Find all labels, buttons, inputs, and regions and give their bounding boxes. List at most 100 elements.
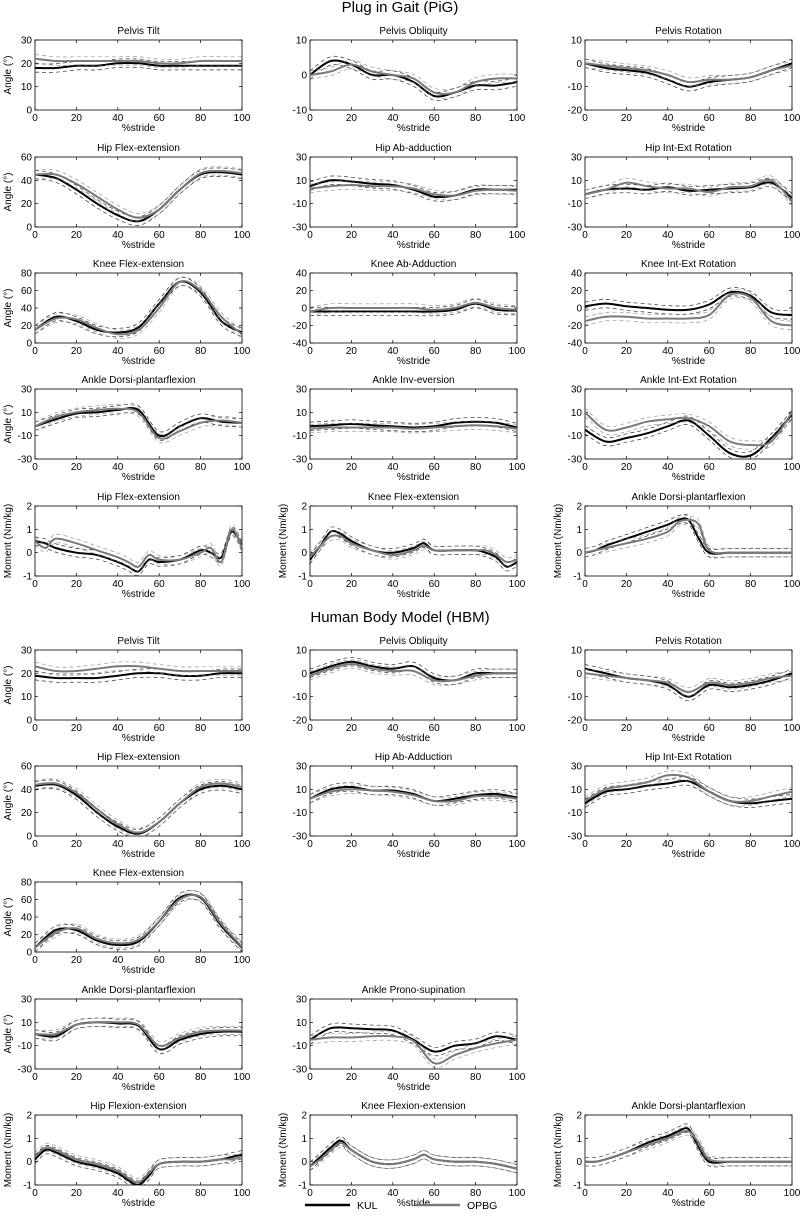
x-tick-label: 20	[346, 579, 358, 590]
y-tick-label: -10	[293, 1041, 308, 1052]
x-tick-label: 60	[154, 113, 166, 124]
sd-band-upper	[585, 58, 792, 79]
sd-band-upper	[585, 515, 792, 550]
sd-band-upper	[35, 889, 242, 944]
axes-frame	[309, 998, 518, 1070]
x-tick-label: 40	[662, 579, 674, 590]
chart-title: Knee Ab-Adduction	[371, 259, 457, 270]
x-axis-label: %stride	[397, 1082, 431, 1093]
x-tick-label: 40	[662, 230, 674, 241]
sd-band-lower	[35, 1151, 242, 1185]
sd-band-upper	[35, 1017, 242, 1046]
sd-band-lower	[310, 188, 517, 201]
sd-band-upper	[310, 420, 517, 425]
x-tick-label: 60	[429, 1072, 441, 1083]
series-line-kul	[310, 529, 517, 568]
y-axis-label: Moment (Nm/kg)	[553, 504, 564, 578]
x-axis-label: %stride	[122, 472, 156, 483]
x-tick-label: 40	[387, 113, 399, 124]
axes-frame	[309, 39, 518, 111]
x-tick-label: 20	[346, 1188, 358, 1199]
x-axis-label: %stride	[672, 589, 706, 600]
series-line-opbg	[310, 183, 517, 197]
sd-band-upper	[310, 1022, 517, 1048]
y-tick-label: 0	[301, 71, 307, 82]
sd-band-lower	[35, 176, 242, 226]
chart-title: Hip Ab-adduction	[375, 143, 451, 154]
sd-band-upper	[310, 782, 517, 798]
y-tick-label: 30	[571, 153, 583, 164]
sd-band-upper	[35, 1017, 242, 1043]
x-tick-label: 60	[704, 462, 716, 473]
chart-title: Pelvis Tilt	[117, 26, 159, 37]
sd-band-upper	[310, 417, 517, 424]
legend: KUL OPBG	[305, 1200, 497, 1212]
y-axis-label: Moment (Nm/kg)	[553, 1113, 564, 1187]
y-tick-label: 0	[26, 548, 32, 559]
y-tick-label: 10	[296, 176, 308, 187]
sd-band-upper	[585, 410, 792, 453]
sd-band-lower	[585, 183, 792, 206]
x-tick-label: 80	[195, 113, 207, 124]
y-tick-label: 60	[21, 286, 33, 297]
chart-panel: Pelvis Tilt 0 10 20 30 0 20 40 60 80 100 %stride Ang…	[3, 26, 251, 134]
x-tick-label: 0	[307, 346, 313, 357]
y-axis-label: Moment (Nm/kg)	[3, 1113, 14, 1187]
sd-band-lower	[310, 790, 517, 806]
sd-band-upper	[35, 890, 242, 944]
sd-band-lower	[585, 778, 792, 807]
chart-panel: Hip Int-Ext Rotation -30 -10 10 30 0 20 40 60 80 1…	[568, 752, 800, 860]
x-tick-label: 40	[387, 1188, 399, 1199]
sd-band-upper	[585, 287, 792, 312]
y-tick-label: -30	[293, 455, 308, 466]
sd-band-lower	[310, 1144, 517, 1174]
x-tick-label: 80	[470, 346, 482, 357]
x-tick-label: 0	[582, 346, 588, 357]
y-tick-label: 20	[296, 286, 308, 297]
sd-band-upper	[310, 1138, 517, 1165]
chart-panel: Ankle Dorsi-plantarflexion -30 -10 10 30 0 20 4…	[3, 985, 251, 1093]
x-tick-label: 100	[784, 113, 800, 124]
x-tick-label: 40	[662, 113, 674, 124]
series-line-kul	[310, 1026, 517, 1053]
y-tick-label: 10	[296, 36, 308, 47]
series-line-kul	[310, 660, 517, 682]
chart-panel: Knee Ab-Adduction -40 -20 0 20 40 0 20 40 60 80 100…	[293, 259, 526, 367]
y-tick-label: -1	[573, 572, 582, 583]
sd-band-lower	[35, 786, 242, 836]
x-tick-label: 40	[387, 1072, 399, 1083]
x-tick-label: 60	[429, 579, 441, 590]
axes-frame	[584, 765, 793, 837]
x-tick-label: 100	[509, 462, 526, 473]
x-tick-label: 20	[71, 723, 83, 734]
sd-band-lower	[585, 416, 792, 450]
x-tick-label: 80	[470, 462, 482, 473]
series-line-kul	[585, 290, 792, 316]
y-tick-label: 0	[576, 1157, 582, 1168]
series-line-kul	[35, 407, 242, 438]
x-tick-label: 60	[154, 723, 166, 734]
y-tick-label: 30	[571, 385, 583, 396]
x-tick-label: 20	[621, 839, 633, 850]
axes-frame	[584, 649, 793, 721]
y-tick-label: -10	[568, 808, 583, 819]
legend-label: KUL	[357, 1200, 378, 1212]
chart-title: Ankle Prono-supination	[362, 985, 465, 996]
x-tick-label: 40	[662, 346, 674, 357]
x-tick-label: 20	[346, 723, 358, 734]
x-tick-label: 20	[71, 230, 83, 241]
y-tick-label: -40	[293, 339, 308, 350]
y-tick-label: 0	[576, 548, 582, 559]
sd-band-lower	[35, 788, 242, 836]
x-axis-label: %stride	[122, 965, 156, 976]
series-line-opbg	[35, 1021, 242, 1048]
chart-title: Ankle Dorsi-plantarflexion	[632, 492, 746, 503]
x-tick-label: 0	[582, 723, 588, 734]
sd-band-lower	[35, 1153, 242, 1185]
series-line-opbg	[310, 788, 517, 803]
sd-band-lower	[35, 284, 242, 339]
series-line-opbg	[35, 169, 242, 219]
y-tick-label: 10	[21, 408, 33, 419]
x-tick-label: 40	[112, 579, 124, 590]
